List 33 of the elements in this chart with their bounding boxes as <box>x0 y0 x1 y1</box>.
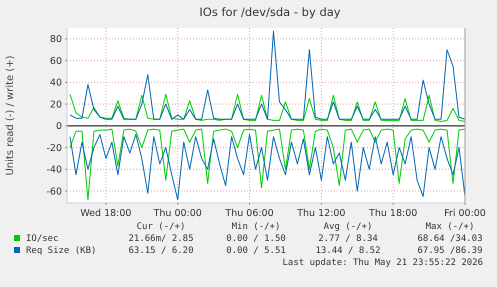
text: 2.77 / 8.34 <box>318 234 378 244</box>
text: Avg (-/+) <box>324 222 372 232</box>
text: 63.15 / 6.20 <box>128 246 194 256</box>
text: 67.95 /86.39 <box>417 246 483 256</box>
x-tick-label: Thu 18:00 <box>368 208 418 219</box>
y-tick-label: -60 <box>46 186 62 198</box>
y-tick-label: 20 <box>50 99 62 110</box>
legend-label: IO/sec <box>26 234 59 244</box>
x-tick-label: Wed 18:00 <box>80 208 132 219</box>
x-tick-label: Fri 00:00 <box>444 208 486 219</box>
text: 13.44 / 8.52 <box>315 246 381 256</box>
text: 0.00 / 5.51 <box>226 246 286 256</box>
text: 68.64 /34.03 <box>417 234 483 244</box>
y-tick-label: 40 <box>50 78 62 89</box>
y-tick-label: 80 <box>50 34 62 46</box>
line-series <box>69 94 466 122</box>
line-series <box>69 30 466 120</box>
text: Min (-/+) <box>232 222 280 232</box>
y-axis-title: Units read (-) / write (+) <box>5 55 16 176</box>
text: Cur (-/+) <box>136 222 186 232</box>
text: 0.00 / 1.50 <box>226 234 286 244</box>
x-tick-label: Thu 00:00 <box>152 208 202 219</box>
y-tick-label: -40 <box>46 164 62 176</box>
text: 21.66m/ 2.85 <box>128 234 194 244</box>
y-tick-label: 60 <box>50 56 62 67</box>
x-tick-label: Thu 06:00 <box>224 208 274 219</box>
chart-title: IOs for /dev/sda - by day <box>199 5 341 19</box>
legend-label: Req Size (KB) <box>26 246 96 256</box>
y-tick-label: 0 <box>56 121 62 132</box>
y-tick-label: -20 <box>46 142 62 154</box>
text: Max (-/+) <box>426 222 474 232</box>
x-tick-label: Thu 12:00 <box>296 208 346 219</box>
text: Last update: Thu May 21 23:55:22 2026 <box>282 258 483 268</box>
